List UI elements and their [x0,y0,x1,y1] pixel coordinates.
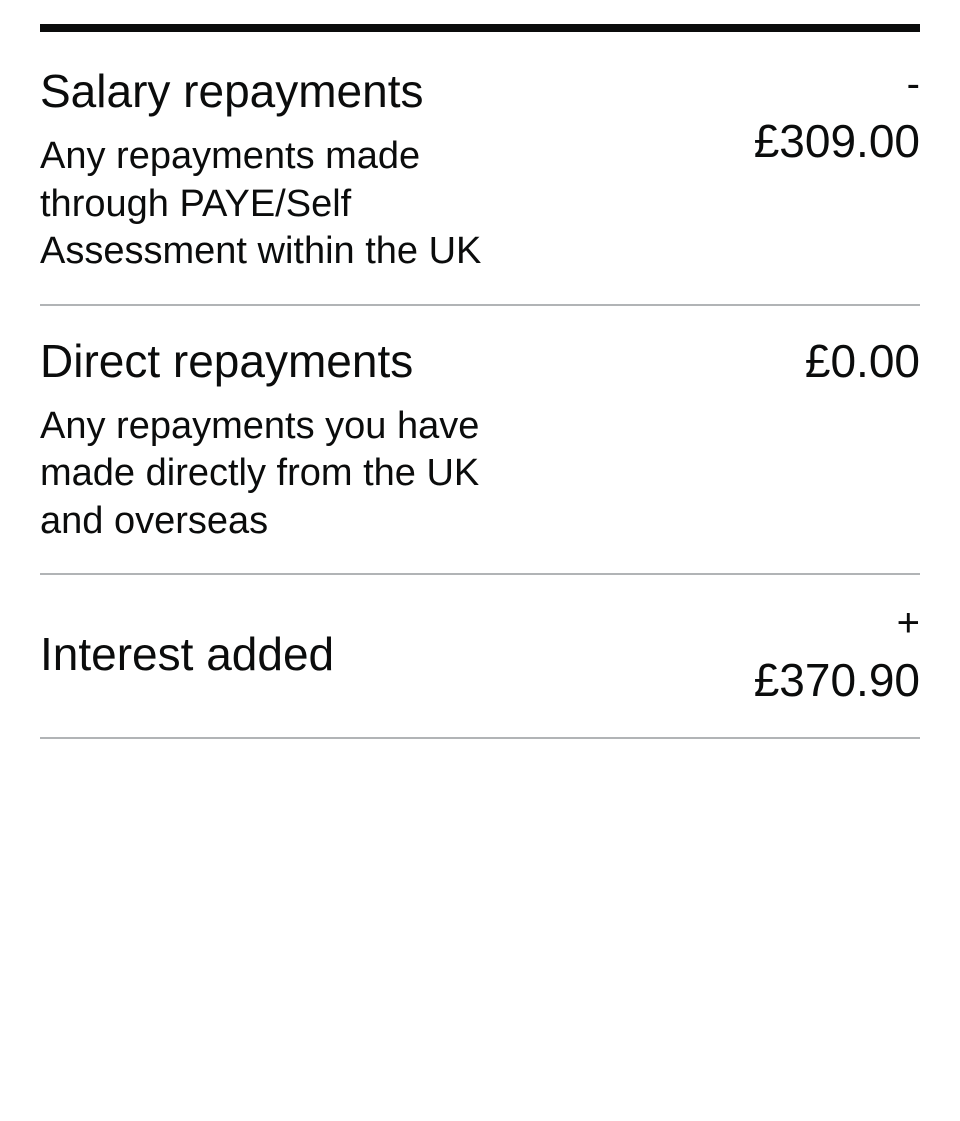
row-amount: £370.90 [754,654,920,706]
statement-table: Salary repayments Any repayments made th… [40,24,920,739]
row-left: Interest added [40,603,550,682]
row-left: Salary repayments Any repayments made th… [40,64,550,276]
row-desc: Any repayments you have made directly fr… [40,403,550,546]
row-salary-repayments: Salary repayments Any repayments made th… [40,56,920,306]
row-right: - £309.00 [586,64,920,169]
row-amount: £309.00 [754,115,920,167]
row-direct-repayments: Direct repayments Any repayments you hav… [40,306,920,576]
row-desc: Any repayments made through PAYE/Self As… [40,133,550,276]
row-sign: + [586,603,920,643]
row-title: Interest added [40,627,550,682]
row-right: £0.00 [586,334,920,389]
row-interest-added: Interest added + £370.90 [40,575,920,738]
row-sign: - [586,64,920,104]
row-left: Direct repayments Any repayments you hav… [40,334,550,546]
row-right: + £370.90 [586,603,920,708]
row-amount: £0.00 [805,335,920,387]
row-title: Salary repayments [40,64,550,119]
row-title: Direct repayments [40,334,550,389]
